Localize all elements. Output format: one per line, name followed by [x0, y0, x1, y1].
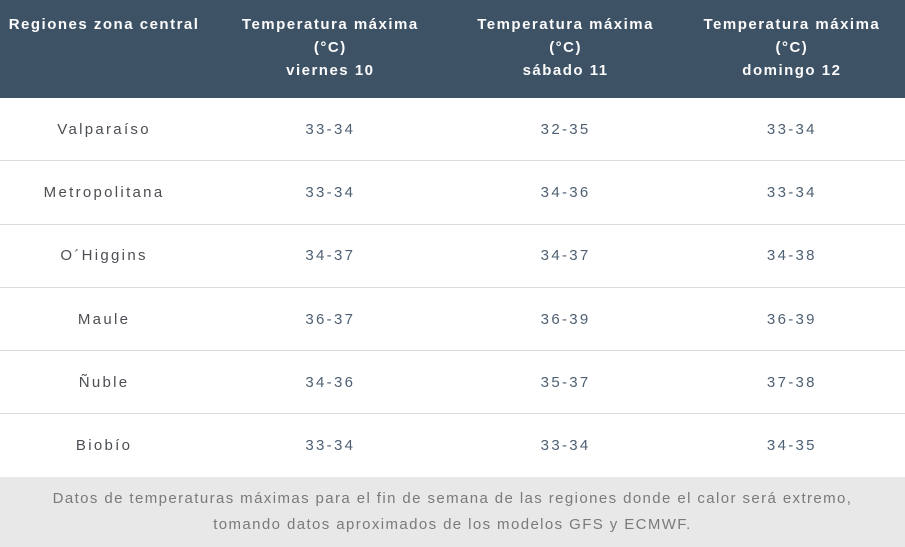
table-row-biobio: Biobío 33-34 33-34 34-35 — [0, 413, 905, 477]
table-body: Valparaíso 33-34 32-35 33-34 Metropolita… — [0, 98, 905, 477]
max-temperature-table: Regiones zona central Temperatura máxima… — [0, 0, 905, 477]
temp-cell-friday: 36-37 — [208, 287, 453, 352]
temp-cell-sunday: 33-34 — [678, 98, 905, 162]
region-cell: Ñuble — [0, 350, 209, 415]
table-row-ohiggins: O´Higgins 34-37 34-37 34-38 — [0, 224, 905, 288]
column-title: Temperatura máxima — [477, 16, 654, 33]
table-row-metropolitana: Metropolitana 33-34 34-36 33-34 — [0, 160, 905, 225]
temp-cell-saturday: 36-39 — [452, 287, 679, 352]
column-header-regions-label: Regiones zona central — [8, 16, 200, 33]
table-row-maule: Maule 36-37 36-39 36-39 — [0, 287, 905, 352]
temp-cell-sunday: 34-38 — [678, 224, 905, 288]
temp-cell-saturday: 34-36 — [452, 160, 679, 225]
column-day: domingo 12 — [742, 62, 842, 79]
table-header: Regiones zona central Temperatura máxima… — [0, 0, 905, 98]
region-cell: O´Higgins — [0, 224, 209, 288]
temp-cell-friday: 33-34 — [208, 98, 453, 162]
temp-cell-saturday: 33-34 — [452, 413, 679, 477]
region-cell: Biobío — [0, 413, 209, 477]
temp-cell-friday: 34-36 — [208, 350, 453, 415]
temp-cell-friday: 34-37 — [208, 224, 453, 288]
table-caption: Datos de temperaturas máximas para el fi… — [0, 476, 905, 547]
table-row-nuble: Ñuble 34-36 35-37 37-38 — [0, 350, 905, 415]
region-cell: Maule — [0, 287, 209, 352]
column-unit: (°C) — [313, 39, 347, 56]
column-unit: (°C) — [549, 39, 583, 56]
region-cell: Metropolitana — [0, 160, 209, 225]
column-header-friday: Temperatura máxima (°C) viernes 10 — [208, 0, 453, 98]
temp-cell-saturday: 34-37 — [452, 224, 679, 288]
temp-cell-friday: 33-34 — [208, 413, 453, 477]
temp-cell-sunday: 37-38 — [678, 350, 905, 415]
temp-cell-saturday: 32-35 — [452, 98, 679, 162]
column-unit: (°C) — [775, 39, 809, 56]
column-header-sunday: Temperatura máxima (°C) domingo 12 — [678, 0, 905, 98]
column-title: Temperatura máxima — [241, 16, 419, 33]
temp-cell-sunday: 34-35 — [678, 413, 905, 477]
column-day: viernes 10 — [286, 62, 375, 79]
temp-cell-sunday: 36-39 — [678, 287, 905, 352]
column-header-saturday: Temperatura máxima (°C) sábado 11 — [452, 0, 679, 98]
temp-cell-saturday: 35-37 — [452, 350, 679, 415]
region-cell: Valparaíso — [0, 98, 209, 162]
column-day: sábado 11 — [522, 62, 609, 79]
caption-text: Datos de temperaturas máximas para el fi… — [52, 489, 853, 533]
temp-cell-sunday: 33-34 — [678, 160, 905, 225]
column-title: Temperatura máxima — [703, 16, 881, 33]
column-header-regions: Regiones zona central — [0, 0, 209, 98]
header-row: Regiones zona central Temperatura máxima… — [0, 0, 905, 98]
temp-cell-friday: 33-34 — [208, 160, 453, 225]
table-row-valparaiso: Valparaíso 33-34 32-35 33-34 — [0, 98, 905, 162]
